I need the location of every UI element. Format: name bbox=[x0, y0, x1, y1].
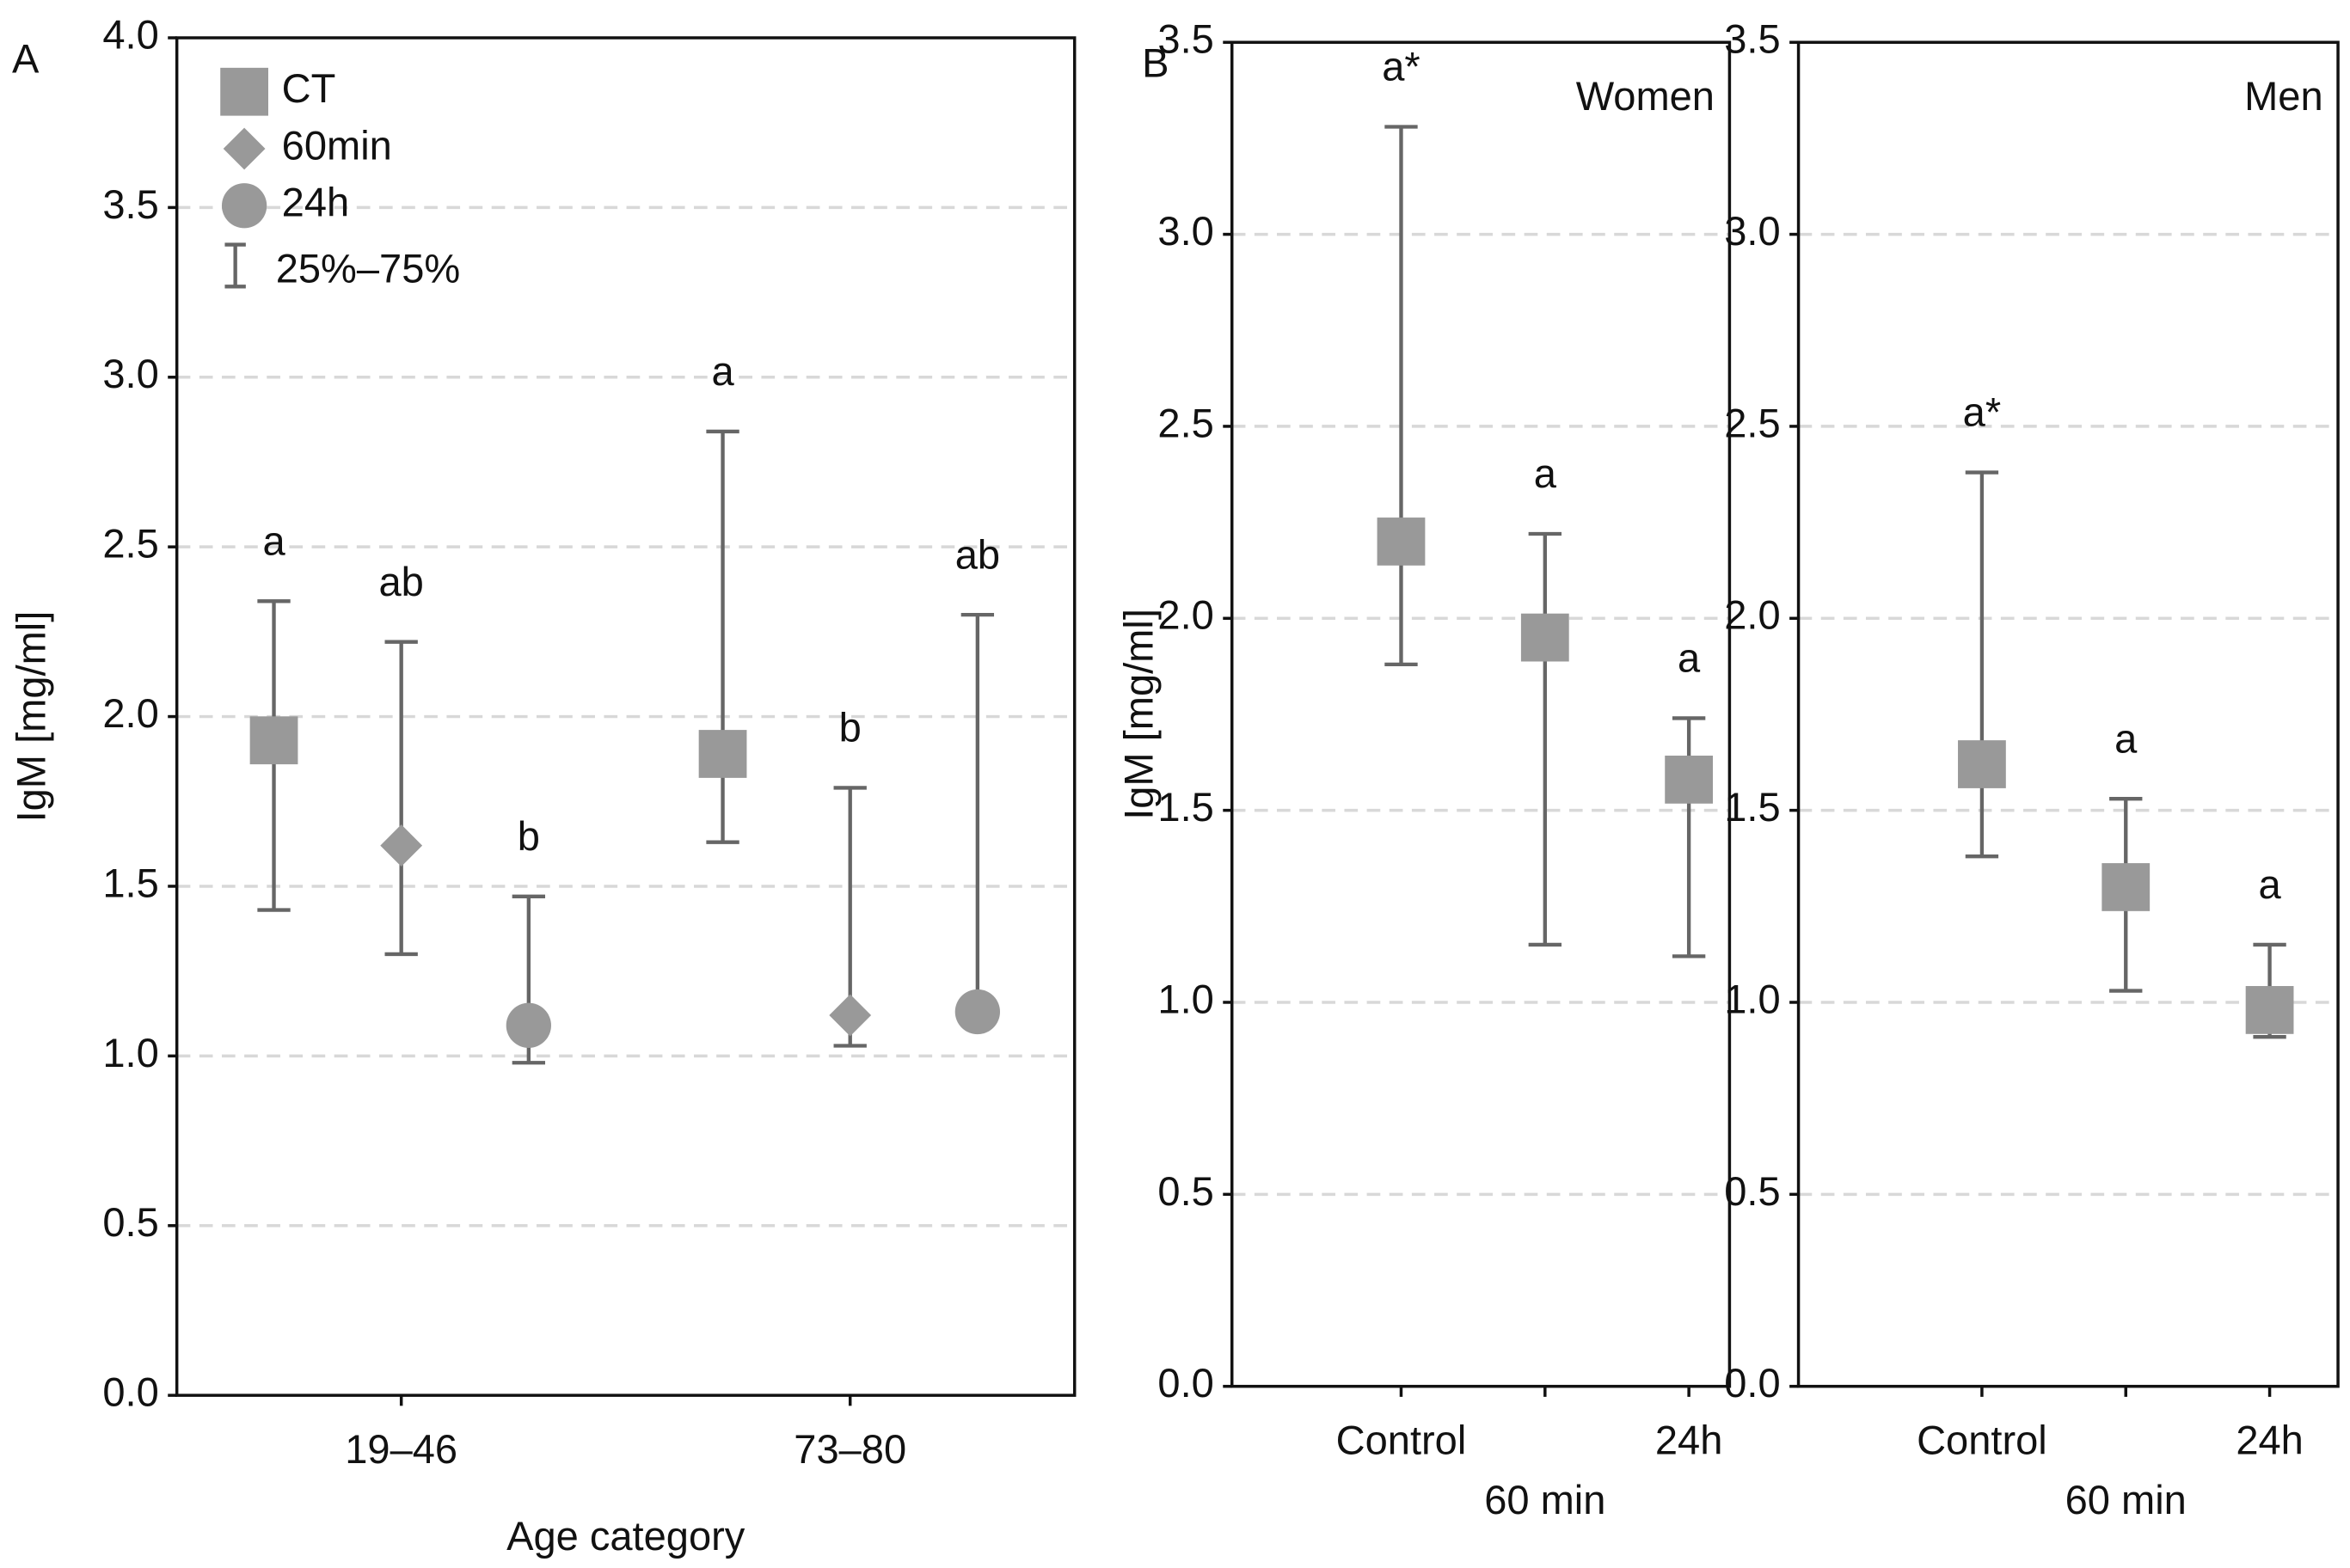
value-label: a bbox=[2258, 861, 2281, 907]
error-bar bbox=[706, 429, 739, 844]
legend-label: 60min bbox=[282, 122, 392, 168]
y-tick-label: 0.5 bbox=[1157, 1168, 1213, 1214]
marker-circle bbox=[954, 989, 1001, 1035]
y-tick-label: 0.0 bbox=[1724, 1360, 1780, 1406]
y-tick-label: 3.5 bbox=[1724, 16, 1780, 62]
marker-square bbox=[2102, 863, 2151, 911]
y-axis-label: IgM [mg/ml] bbox=[9, 611, 54, 823]
x-tick-label: Control bbox=[1336, 1417, 1467, 1462]
value-label: a bbox=[1534, 450, 1557, 496]
x-tick-label: 60 min bbox=[1484, 1477, 1605, 1522]
marker-square bbox=[698, 730, 747, 778]
marker-square bbox=[2245, 986, 2294, 1034]
y-tick-label: 0.0 bbox=[102, 1369, 158, 1415]
marker-diamond bbox=[829, 994, 872, 1037]
value-label: a* bbox=[1382, 44, 1420, 89]
legend-label: 25%–75% bbox=[276, 245, 461, 291]
y-tick-label: 1.5 bbox=[1157, 784, 1213, 830]
y-tick-label: 2.0 bbox=[102, 690, 158, 736]
y-tick-label: 1.0 bbox=[1157, 976, 1213, 1021]
panel-annotation: Women bbox=[1576, 73, 1715, 119]
y-tick-label: 2.0 bbox=[1157, 592, 1213, 638]
marker-square bbox=[1377, 518, 1426, 566]
y-tick-label: 2.0 bbox=[1724, 592, 1780, 638]
y-tick-label: 2.5 bbox=[1724, 400, 1780, 445]
legend-label: CT bbox=[282, 65, 336, 111]
y-tick-label: 1.0 bbox=[102, 1030, 158, 1075]
y-tick-label: 3.5 bbox=[102, 181, 158, 227]
y-tick-label: 3.5 bbox=[1157, 16, 1213, 62]
x-tick-label: Control bbox=[1917, 1417, 2047, 1462]
error-bar bbox=[384, 640, 418, 957]
y-tick-label: 3.0 bbox=[1724, 208, 1780, 254]
marker-diamond bbox=[223, 127, 266, 170]
y-tick-label: 2.5 bbox=[1157, 400, 1213, 445]
plot-frame bbox=[1230, 40, 1732, 1388]
x-axis-label: Age category bbox=[506, 1513, 745, 1559]
legend-errorbar bbox=[224, 242, 246, 289]
y-axis-label: IgM [mg/ml] bbox=[1116, 609, 1162, 820]
value-label: a* bbox=[1963, 389, 2001, 435]
y-tick-label: 1.0 bbox=[1724, 976, 1780, 1021]
x-tick-label: 60 min bbox=[2065, 1477, 2187, 1522]
error-bar bbox=[1528, 531, 1562, 947]
value-label: a bbox=[711, 348, 734, 394]
value-label: b bbox=[839, 705, 862, 750]
y-tick-label: 3.0 bbox=[1157, 208, 1213, 254]
value-label: a bbox=[2114, 715, 2138, 761]
marker-square bbox=[1520, 613, 1569, 662]
error-bar bbox=[960, 612, 995, 1025]
legend-label: 24h bbox=[282, 180, 350, 225]
y-tick-label: 2.5 bbox=[102, 521, 158, 567]
plot-frame bbox=[175, 36, 1077, 1397]
y-tick-label: 0.5 bbox=[102, 1199, 158, 1245]
value-label: b bbox=[518, 813, 540, 859]
value-label: ab bbox=[379, 559, 424, 604]
error-bar bbox=[1384, 125, 1418, 667]
marker-square bbox=[1665, 756, 1714, 804]
panel-annotation: Men bbox=[2244, 73, 2323, 119]
y-tick-label: 3.0 bbox=[102, 351, 158, 396]
value-label: ab bbox=[955, 531, 1000, 577]
marker-circle bbox=[221, 183, 267, 229]
y-tick-label: 0.5 bbox=[1724, 1168, 1780, 1214]
y-tick-label: 1.5 bbox=[1724, 784, 1780, 830]
marker-circle bbox=[506, 1002, 551, 1048]
marker-diamond bbox=[380, 824, 423, 867]
x-tick-label: 73–80 bbox=[794, 1426, 906, 1472]
x-tick-label: 19–46 bbox=[345, 1426, 457, 1472]
y-tick-label: 4.0 bbox=[102, 11, 158, 57]
x-tick-label: 24h bbox=[1655, 1417, 1723, 1462]
panel-label: A bbox=[12, 35, 40, 81]
value-label: a bbox=[262, 518, 285, 564]
y-tick-label: 1.5 bbox=[102, 860, 158, 905]
panel-label: B bbox=[1142, 40, 1169, 86]
marker-square bbox=[220, 67, 268, 116]
marker-square bbox=[249, 716, 298, 765]
error-bar bbox=[1672, 716, 1706, 959]
value-label: a bbox=[1678, 635, 1701, 681]
error-bar bbox=[1965, 470, 1999, 859]
plot-frame bbox=[1796, 40, 2340, 1388]
marker-square bbox=[1958, 740, 2006, 788]
y-tick-label: 0.0 bbox=[1157, 1360, 1213, 1406]
x-tick-label: 24h bbox=[2236, 1417, 2304, 1462]
